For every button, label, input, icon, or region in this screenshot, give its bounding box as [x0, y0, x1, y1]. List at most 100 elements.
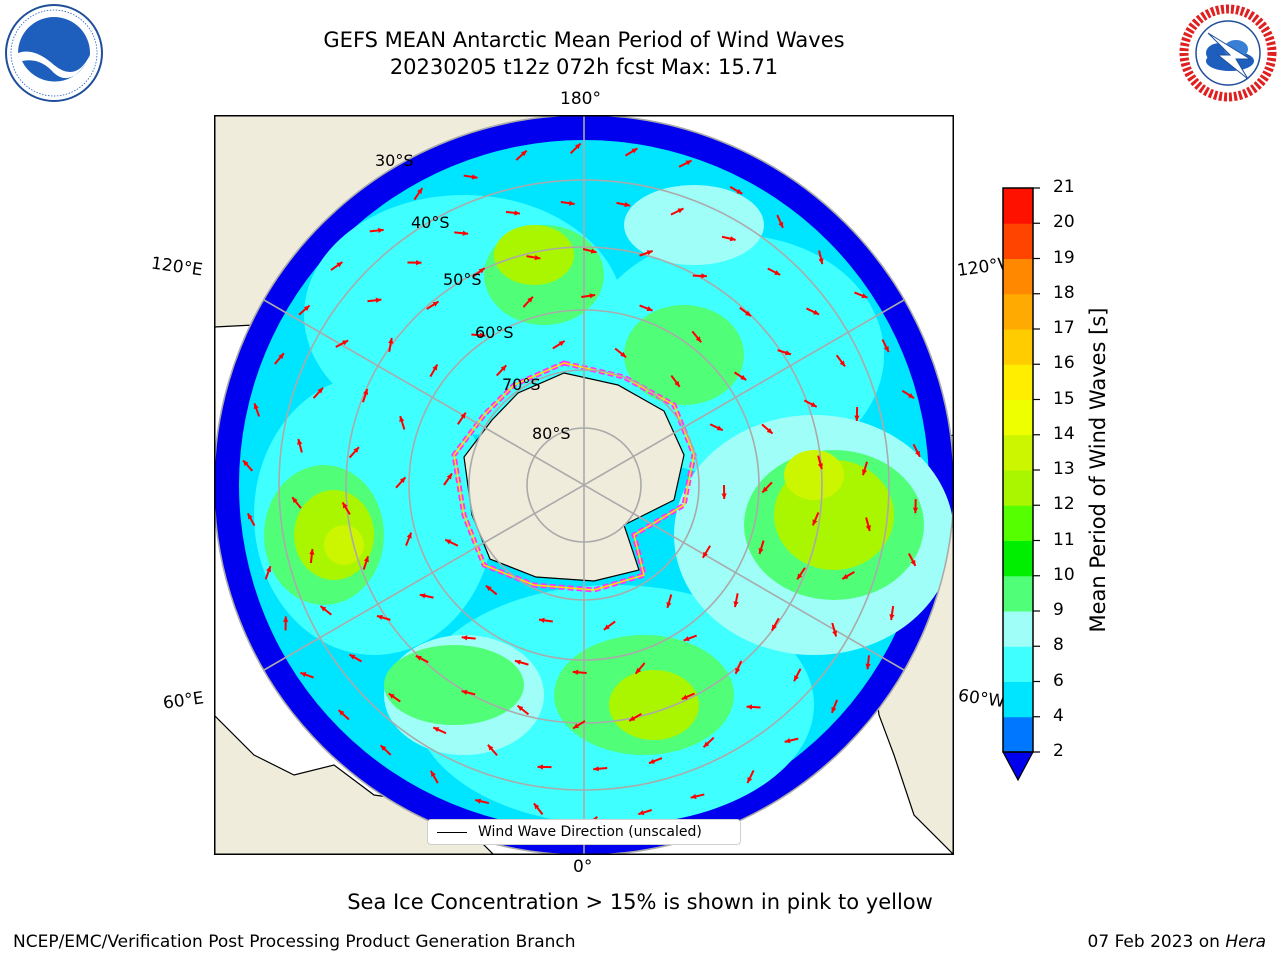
- wave-arrow-head: [419, 593, 426, 599]
- wave-arrow-head: [735, 667, 741, 674]
- wave-arrow-head: [388, 337, 394, 344]
- wave-arrow-head: [603, 624, 610, 630]
- wave-arrow-head: [363, 388, 369, 395]
- wave-arrow-head: [912, 507, 919, 514]
- colorbar-extend-arrow: [1002, 751, 1035, 782]
- colorbar-tick-label: 13: [1053, 459, 1075, 479]
- wave-arrow-head: [303, 305, 310, 312]
- colorbar-tick-label: 15: [1053, 388, 1075, 409]
- wave-arrow-head: [406, 532, 412, 539]
- noaa-logo-icon: [5, 4, 103, 102]
- graticule: [214, 115, 954, 855]
- wave-arrow-head: [461, 689, 468, 695]
- wave-arrow-head: [433, 727, 440, 733]
- footer-machine: Hera: [1225, 932, 1266, 952]
- colorbar-tick-label: 19: [1053, 247, 1075, 268]
- colorbar-tick-label: 17: [1053, 318, 1075, 338]
- wave-arrow-head: [620, 351, 627, 358]
- wave-arrow-head: [415, 655, 422, 661]
- colorbar-tick-label: 9: [1053, 600, 1064, 620]
- wave-arrow-head: [266, 566, 272, 573]
- colorbar-bin: [1003, 681, 1033, 718]
- wave-arrow-head: [514, 659, 521, 665]
- wave-arrow-head: [683, 636, 690, 642]
- wave-arrow-head: [253, 403, 259, 410]
- wave-arrow-head: [460, 412, 466, 419]
- wave-arrow-head: [785, 350, 792, 356]
- colorbar-tick-label: 16: [1053, 353, 1075, 374]
- wave-arrow-head: [747, 777, 753, 784]
- lat-label-40s: 40°S: [411, 213, 450, 232]
- colorbar-bin: [1003, 293, 1033, 330]
- wave-arrow-head: [729, 236, 736, 242]
- footer-date: 07 Feb 2023 on Hera: [1087, 932, 1266, 952]
- wave-arrow-head: [685, 160, 692, 166]
- wave-arrow-head: [832, 630, 838, 637]
- wave-arrow-head: [810, 402, 817, 407]
- wave-arrow-head: [701, 273, 707, 279]
- wave-arrow-head: [624, 202, 631, 208]
- legend-line-icon: [437, 832, 467, 833]
- wave-arrow-head: [854, 415, 860, 422]
- wave-arrow-head: [648, 758, 655, 764]
- wave-arrow-head: [538, 617, 545, 623]
- polar-map: [214, 115, 954, 855]
- colorbar-tick-label: 6: [1053, 670, 1064, 691]
- wave-arrow-head: [243, 460, 249, 467]
- colorbar-bin: [1003, 611, 1033, 647]
- lon-label-180: 180°: [560, 89, 601, 109]
- wave-arrow-head: [812, 519, 818, 526]
- wave-arrow-head: [666, 601, 672, 608]
- wave-arrow-head: [589, 293, 596, 299]
- lat-label-50s: 50°S: [443, 270, 482, 289]
- wave-arrow-head: [500, 365, 507, 372]
- wave-arrow-head: [817, 463, 823, 470]
- wave-arrow-head: [681, 694, 688, 700]
- colorbar-tick-label: 20: [1053, 212, 1075, 233]
- wave-arrow-head: [479, 332, 486, 338]
- colorbar-bin: [1003, 646, 1033, 682]
- wave-arrow-head: [572, 669, 579, 675]
- wave-arrow-head: [446, 473, 452, 480]
- wave-arrow-head: [432, 364, 438, 371]
- wave-arrow-head: [462, 230, 469, 236]
- wave-arrow-head: [771, 624, 777, 631]
- lat-label-60s: 60°S: [475, 323, 514, 342]
- wave-arrow-head: [794, 675, 799, 682]
- wave-arrow-head: [910, 559, 916, 566]
- wave-arrow-head: [309, 549, 315, 555]
- wave-arrow-head: [533, 803, 540, 810]
- wave-arrow-head: [377, 227, 384, 234]
- wave-arrow-head: [568, 200, 575, 206]
- wave-arrow-head: [745, 310, 751, 317]
- wave-arrow-head: [353, 447, 359, 453]
- wave-arrow-head: [338, 710, 345, 716]
- lat-label-30s: 30°S: [375, 151, 414, 170]
- wave-arrow-head: [695, 336, 702, 343]
- colorbar-tick-label: 21: [1053, 177, 1075, 197]
- wave-arrow-head: [862, 469, 868, 476]
- wave-arrow-head: [762, 486, 768, 493]
- wave-arrow-head: [461, 635, 468, 641]
- map-legend: Wind Wave Direction (unscaled): [427, 819, 741, 845]
- wave-arrow-head: [716, 425, 723, 431]
- wave-arrow-head: [478, 268, 485, 274]
- wave-arrow-head: [797, 573, 803, 580]
- wave-arrow-head: [320, 605, 327, 612]
- colorbar-bin: [1003, 505, 1033, 541]
- legend-label: Wind Wave Direction (unscaled): [478, 824, 702, 840]
- wave-arrow-head: [375, 297, 382, 303]
- wave-arrow-head: [702, 551, 708, 558]
- antarctica: [463, 372, 685, 582]
- wave-arrow-head: [432, 301, 439, 307]
- wave-arrow-head: [590, 248, 597, 254]
- wave-arrow-head: [487, 744, 494, 751]
- wave-arrow-head: [520, 150, 527, 157]
- wave-arrow-head: [674, 380, 680, 387]
- wave-arrow-head: [677, 208, 684, 214]
- wave-arrow-head: [740, 374, 747, 380]
- wave-arrow-head: [336, 262, 343, 268]
- footer-credit: NCEP/EMC/Verification Post Processing Pr…: [13, 932, 576, 952]
- wave-arrow-head: [831, 706, 837, 713]
- wave-arrow-head: [363, 556, 369, 563]
